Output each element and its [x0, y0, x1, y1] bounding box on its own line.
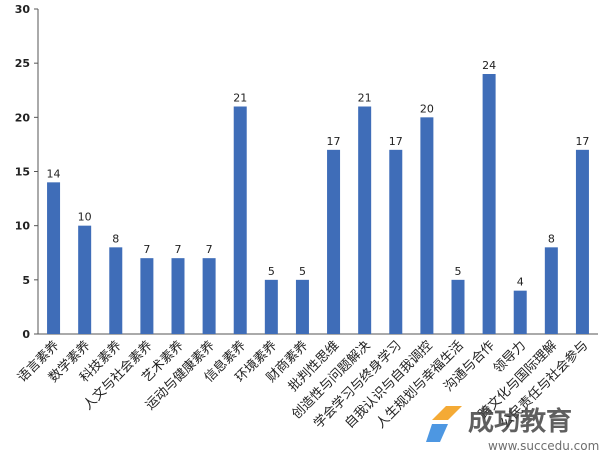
bar — [264, 279, 278, 334]
y-tick-label: 15 — [15, 166, 30, 179]
watermark-logo — [432, 406, 462, 420]
bar — [544, 247, 558, 334]
value-label: 10 — [78, 211, 92, 224]
value-label: 7 — [175, 243, 182, 256]
y-tick-label: 30 — [15, 3, 31, 16]
bar — [78, 225, 92, 334]
value-label: 17 — [327, 135, 341, 148]
bar — [482, 74, 496, 334]
value-label: 17 — [575, 135, 589, 148]
value-label: 5 — [299, 265, 306, 278]
bar — [47, 182, 61, 334]
bar — [233, 106, 247, 334]
value-label: 8 — [112, 232, 119, 245]
value-label: 7 — [206, 243, 213, 256]
bar — [171, 258, 185, 334]
value-label: 24 — [482, 59, 496, 72]
value-label: 8 — [548, 232, 555, 245]
bar — [202, 258, 216, 334]
value-label: 21 — [233, 92, 247, 105]
bar — [420, 117, 434, 334]
value-label: 17 — [389, 135, 403, 148]
y-tick-label: 10 — [15, 220, 31, 233]
watermark-title: 成功教育 — [468, 406, 572, 437]
value-label: 7 — [143, 243, 150, 256]
bar — [451, 279, 465, 334]
bar — [109, 247, 123, 334]
watermark: 成功教育 www.succedu.com — [426, 406, 599, 453]
y-tick-label: 25 — [15, 57, 30, 70]
bar — [295, 279, 309, 334]
value-label: 5 — [455, 265, 462, 278]
watermark-logo — [426, 424, 448, 442]
y-tick-label: 20 — [15, 111, 31, 124]
bar — [389, 149, 403, 334]
value-label: 4 — [517, 276, 524, 289]
bar — [327, 149, 341, 334]
bar — [358, 106, 372, 334]
bar — [513, 290, 527, 334]
value-label: 14 — [47, 167, 61, 180]
bar — [140, 258, 154, 334]
value-label: 20 — [420, 102, 434, 115]
y-tick-label: 0 — [22, 328, 30, 341]
value-label: 5 — [268, 265, 275, 278]
y-tick-label: 5 — [22, 274, 30, 287]
value-label: 21 — [358, 92, 372, 105]
watermark-url: www.succedu.com — [488, 439, 599, 453]
bar — [575, 149, 589, 334]
